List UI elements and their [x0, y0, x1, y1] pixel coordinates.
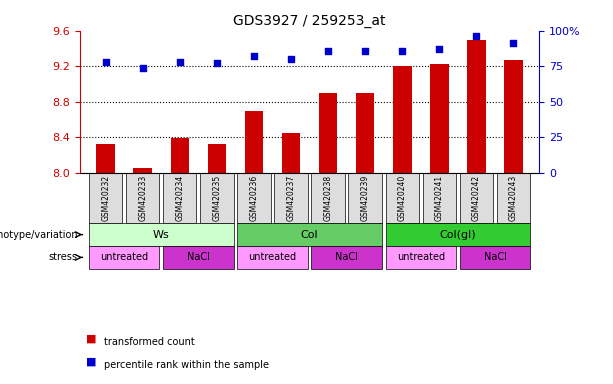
FancyBboxPatch shape — [311, 172, 345, 223]
FancyBboxPatch shape — [89, 223, 234, 246]
FancyBboxPatch shape — [497, 172, 530, 223]
FancyBboxPatch shape — [163, 172, 197, 223]
Point — [212, 60, 222, 66]
Point — [471, 33, 481, 40]
Text: transformed count: transformed count — [104, 337, 195, 347]
FancyBboxPatch shape — [422, 172, 456, 223]
Text: NaCl: NaCl — [484, 252, 506, 262]
FancyBboxPatch shape — [237, 223, 382, 246]
Text: GSM420233: GSM420233 — [138, 175, 147, 221]
Text: GSM420243: GSM420243 — [509, 175, 518, 221]
FancyBboxPatch shape — [386, 223, 530, 246]
Text: stress: stress — [49, 252, 78, 262]
Bar — [504, 60, 523, 172]
Point — [360, 48, 370, 54]
Point — [509, 40, 519, 46]
Bar — [393, 66, 411, 172]
Bar — [356, 93, 375, 172]
Text: GSM420239: GSM420239 — [360, 175, 370, 221]
Point — [323, 48, 333, 54]
Text: NaCl: NaCl — [335, 252, 358, 262]
Point — [175, 59, 185, 65]
Text: GSM420240: GSM420240 — [398, 175, 407, 221]
Text: GSM420236: GSM420236 — [249, 175, 259, 221]
Text: GSM420232: GSM420232 — [101, 175, 110, 221]
Bar — [467, 40, 485, 172]
Text: genotype/variation: genotype/variation — [0, 230, 78, 240]
FancyBboxPatch shape — [89, 246, 159, 269]
Text: GSM420242: GSM420242 — [472, 175, 481, 221]
Text: GSM420237: GSM420237 — [286, 175, 295, 221]
FancyBboxPatch shape — [275, 172, 308, 223]
Text: percentile rank within the sample: percentile rank within the sample — [104, 360, 269, 370]
Bar — [282, 132, 300, 172]
Bar — [245, 111, 263, 172]
FancyBboxPatch shape — [126, 172, 159, 223]
FancyBboxPatch shape — [386, 172, 419, 223]
Bar — [319, 93, 337, 172]
Text: GSM420234: GSM420234 — [175, 175, 185, 221]
FancyBboxPatch shape — [386, 246, 456, 269]
Text: untreated: untreated — [248, 252, 297, 262]
Point — [249, 53, 259, 59]
Bar — [208, 144, 226, 172]
Point — [397, 48, 407, 54]
Point — [286, 56, 296, 62]
Text: Col: Col — [301, 230, 318, 240]
Text: GSM420238: GSM420238 — [324, 175, 333, 221]
Title: GDS3927 / 259253_at: GDS3927 / 259253_at — [234, 14, 386, 28]
Bar — [170, 138, 189, 172]
Text: ■: ■ — [86, 334, 96, 344]
Point — [101, 59, 110, 65]
Bar — [430, 65, 449, 172]
FancyBboxPatch shape — [89, 172, 123, 223]
Bar — [96, 144, 115, 172]
Text: GSM420241: GSM420241 — [435, 175, 444, 221]
FancyBboxPatch shape — [237, 172, 270, 223]
FancyBboxPatch shape — [460, 246, 530, 269]
Text: ■: ■ — [86, 357, 96, 367]
Text: untreated: untreated — [100, 252, 148, 262]
Text: untreated: untreated — [397, 252, 445, 262]
FancyBboxPatch shape — [349, 172, 382, 223]
FancyBboxPatch shape — [163, 246, 234, 269]
FancyBboxPatch shape — [311, 246, 382, 269]
FancyBboxPatch shape — [237, 246, 308, 269]
Text: Col(gl): Col(gl) — [440, 230, 476, 240]
Point — [138, 65, 148, 71]
Bar — [134, 168, 152, 172]
Text: GSM420235: GSM420235 — [212, 175, 221, 221]
Text: Ws: Ws — [153, 230, 170, 240]
Text: NaCl: NaCl — [187, 252, 210, 262]
FancyBboxPatch shape — [200, 172, 234, 223]
Point — [435, 46, 444, 52]
FancyBboxPatch shape — [460, 172, 493, 223]
